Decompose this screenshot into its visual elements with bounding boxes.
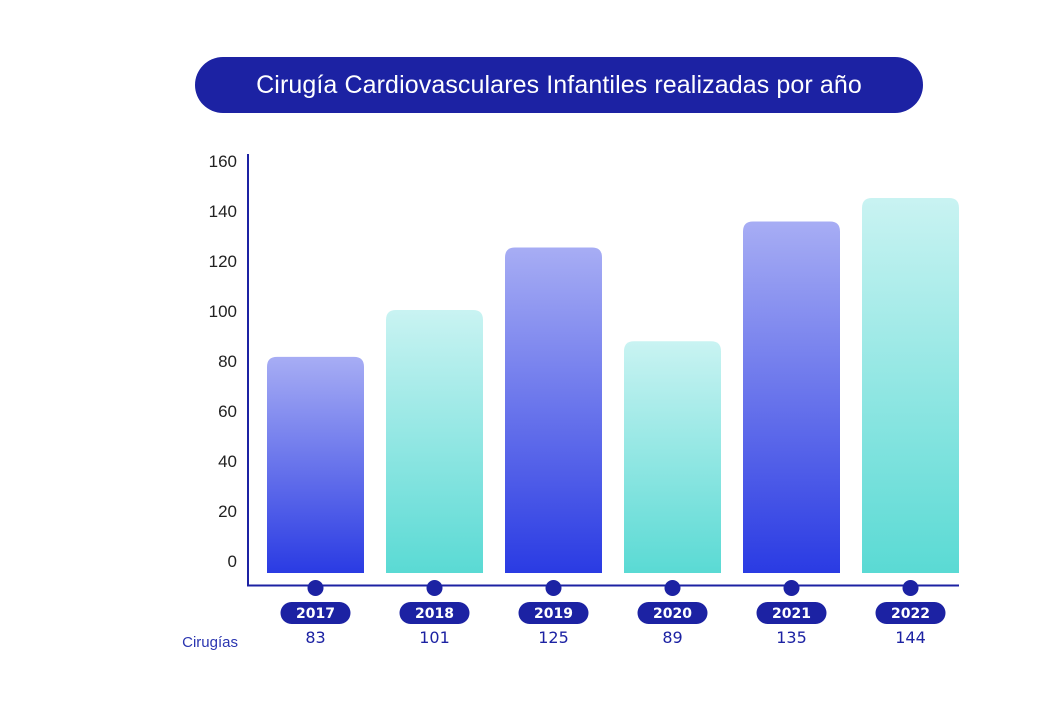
x-tick-dot (664, 580, 681, 596)
y-tick-label: 0 (228, 552, 237, 571)
bars (267, 198, 959, 573)
x-tick-label: 2020 (653, 606, 692, 622)
y-axis-ticks: 0 20 40 60 80 100 120 140 160 (209, 152, 237, 571)
data-label: 144 (895, 628, 926, 647)
year-pill (875, 602, 946, 624)
x-tick-dot (545, 580, 562, 596)
x-tick-dot (307, 580, 324, 596)
year-pill (518, 602, 589, 624)
y-tick-label: 160 (209, 152, 237, 171)
y-tick-label: 140 (209, 202, 237, 221)
x-tick-dot (902, 580, 919, 596)
x-tick-label: 2021 (772, 606, 811, 622)
y-tick-label: 80 (218, 352, 237, 371)
year-pill (399, 602, 470, 624)
y-tick-label: 20 (218, 502, 237, 521)
data-label: 135 (776, 628, 807, 647)
row-label-cirugias: Cirugías (182, 634, 238, 651)
data-label: 83 (305, 628, 325, 647)
y-tick-label: 100 (209, 302, 237, 321)
y-tick-label: 40 (218, 452, 237, 471)
x-tick-label: 2022 (891, 606, 930, 622)
x-tick-label: 2017 (296, 606, 335, 622)
chart-title: Cirugía Cardiovasculares Infantiles real… (195, 57, 923, 113)
bar-2021 (743, 221, 840, 573)
x-axis-categories: 2017 83 2018 101 2019 125 2020 89 2021 135 2022 144 (280, 580, 946, 647)
bar-2022 (862, 198, 959, 573)
data-label: 89 (662, 628, 682, 647)
data-label: 125 (538, 628, 569, 647)
y-tick-label: 60 (218, 402, 237, 421)
year-pill (280, 602, 351, 624)
year-pill (756, 602, 827, 624)
bar-2017 (267, 356, 364, 573)
x-tick-label: 2018 (415, 606, 454, 622)
bar-2019 (505, 247, 602, 573)
x-tick-label: 2019 (534, 606, 573, 622)
y-tick-label: 120 (209, 252, 237, 271)
data-label: 101 (419, 628, 450, 647)
bar-2020 (624, 341, 721, 573)
x-tick-dot (426, 580, 443, 596)
bar-2018 (386, 309, 483, 573)
x-tick-dot (783, 580, 800, 596)
year-pill (637, 602, 708, 624)
